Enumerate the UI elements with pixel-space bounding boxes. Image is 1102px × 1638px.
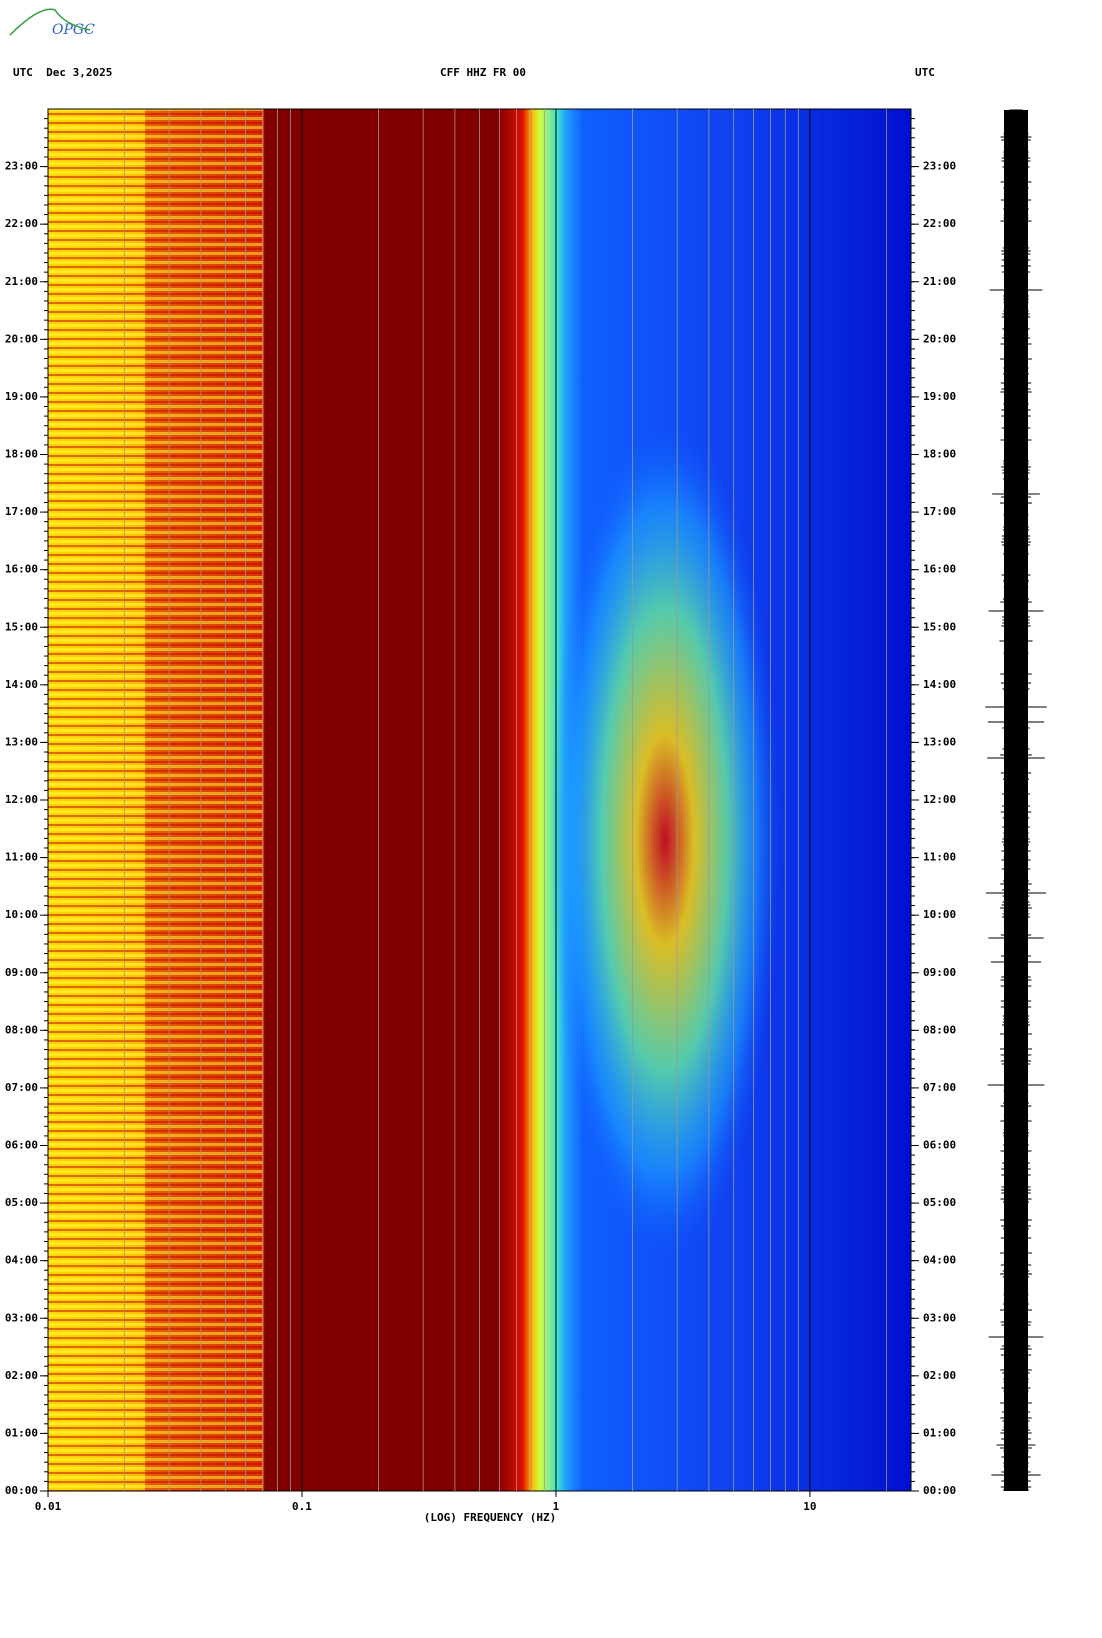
y-tick-label: 16:00 [5,563,38,576]
left-header: UTC Dec 3,2025 [13,66,112,79]
y-tick-label: 12:00 [5,793,38,806]
spectrogram-stripes [48,109,263,1491]
chart-title: CFF HHZ FR 00 [440,66,526,79]
y-tick-label: 23:00 [923,160,956,173]
y-tick-label: 06:00 [5,1139,38,1152]
x-tick-label: 10 [803,1500,816,1513]
y-tick-label: 01:00 [923,1426,956,1439]
y-tick-label: 03:00 [923,1311,956,1324]
y-tick-label: 13:00 [5,735,38,748]
x-tick-label: 1 [553,1500,560,1513]
y-tick-label: 22:00 [5,217,38,230]
y-tick-label: 02:00 [923,1369,956,1382]
y-tick-label: 11:00 [923,851,956,864]
y-tick-label: 22:00 [923,217,956,230]
y-tick-label: 14:00 [5,678,38,691]
y-tick-label: 03:00 [5,1311,38,1324]
y-tick-label: 14:00 [923,678,956,691]
y-tick-label: 10:00 [5,908,38,921]
y-tick-label: 05:00 [923,1196,956,1209]
y-tick-label: 09:00 [5,966,38,979]
y-tick-label: 15:00 [923,620,956,633]
y-tick-label: 04:00 [5,1254,38,1267]
y-tick-label: 10:00 [923,908,956,921]
y-tick-label: 07:00 [5,1081,38,1094]
y-tick-label: 13:00 [923,735,956,748]
y-tick-label: 21:00 [5,275,38,288]
y-tick-label: 09:00 [923,966,956,979]
right-header: UTC [915,66,935,79]
y-tick-label: 15:00 [5,620,38,633]
chart: OPGC UTC Dec 3,2025 CFF HHZ FR 00 UTC (L… [0,0,1102,1634]
y-tick-label: 08:00 [5,1023,38,1036]
y-tick-label: 06:00 [923,1139,956,1152]
y-tick-label: 00:00 [923,1484,956,1497]
y-tick-label: 17:00 [923,505,956,518]
x-tick-label: 0.1 [292,1500,312,1513]
seismogram-trace [985,110,1047,1490]
y-tick-label: 08:00 [923,1023,956,1036]
y-tick-label: 11:00 [5,851,38,864]
x-tick-label: 0.01 [35,1500,62,1513]
y-tick-label: 04:00 [923,1254,956,1267]
y-tick-label: 18:00 [5,448,38,461]
noise-band [550,420,780,1260]
y-tick-label: 05:00 [5,1196,38,1209]
y-tick-label: 02:00 [5,1369,38,1382]
y-tick-label: 16:00 [923,563,956,576]
y-tick-label: 12:00 [923,793,956,806]
y-tick-label: 01:00 [5,1426,38,1439]
y-tick-label: 18:00 [923,448,956,461]
y-tick-label: 20:00 [5,332,38,345]
y-tick-label: 23:00 [5,160,38,173]
y-tick-label: 07:00 [923,1081,956,1094]
y-tick-label: 00:00 [5,1484,38,1497]
y-tick-label: 21:00 [923,275,956,288]
y-tick-label: 20:00 [923,332,956,345]
x-axis-label: (LOG) FREQUENCY (HZ) [424,1511,556,1524]
y-tick-label: 19:00 [5,390,38,403]
y-tick-label: 19:00 [923,390,956,403]
y-tick-label: 17:00 [5,505,38,518]
